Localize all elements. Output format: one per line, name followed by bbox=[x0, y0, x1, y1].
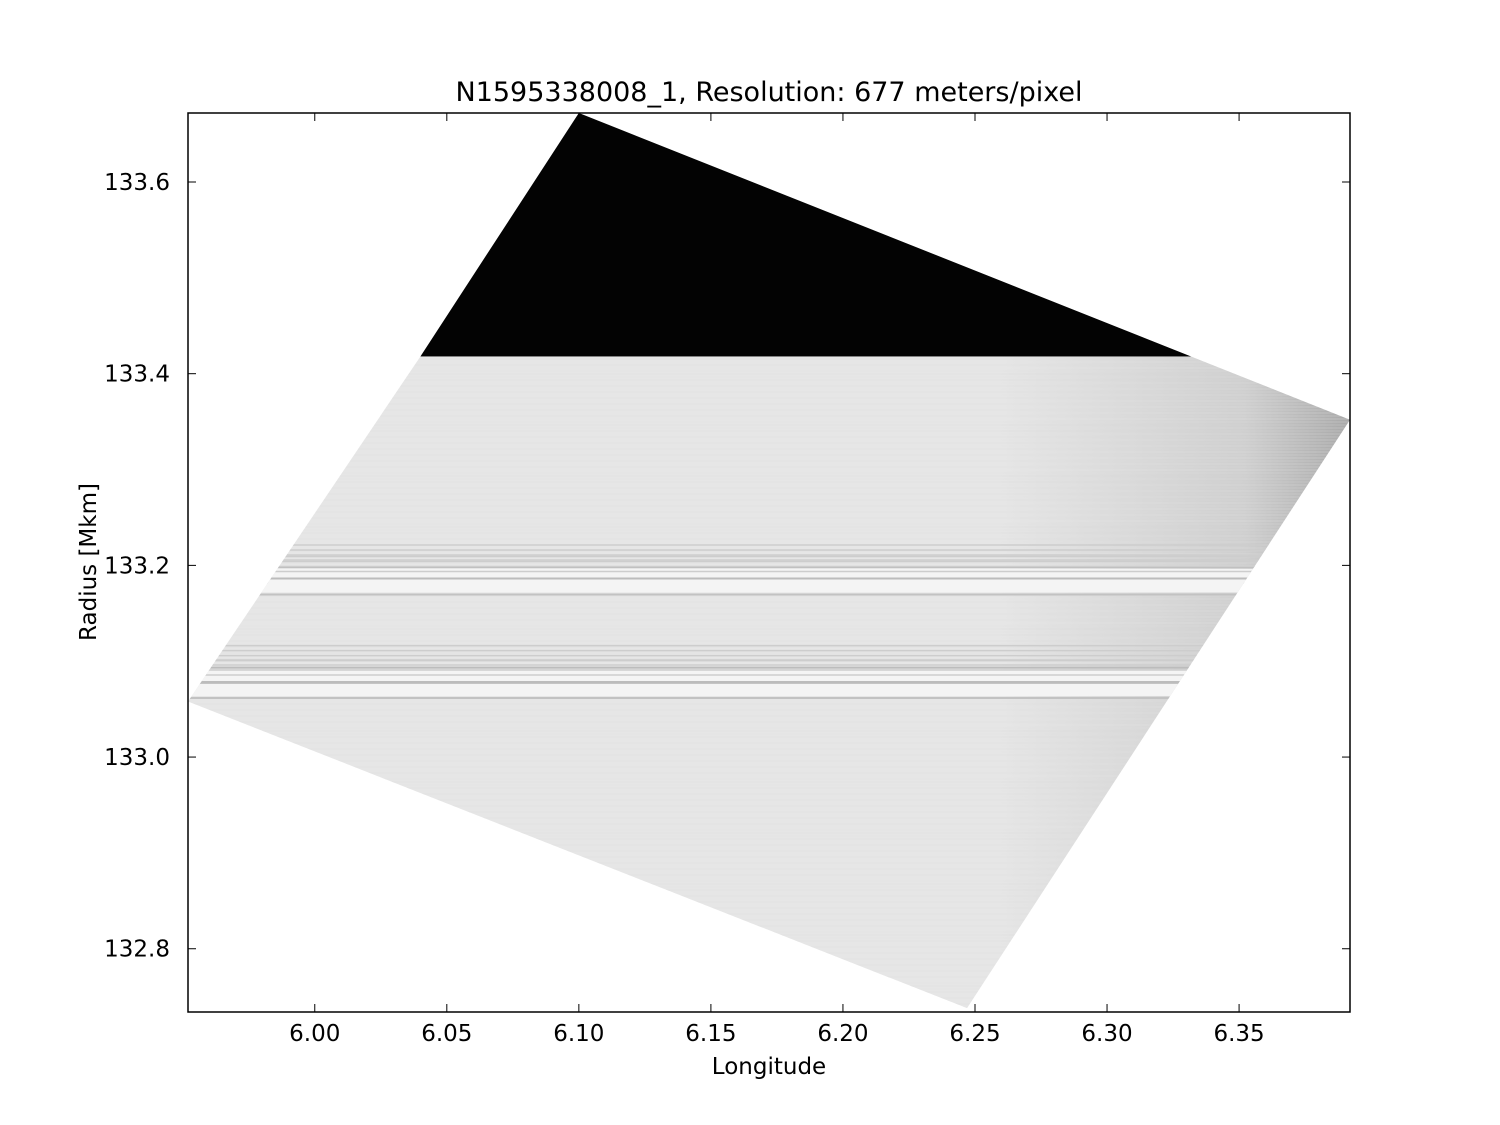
x-tick-label: 6.35 bbox=[1213, 1021, 1264, 1047]
y-tick-label: 133.6 bbox=[104, 170, 170, 196]
x-tick-label: 6.15 bbox=[685, 1021, 736, 1047]
dark-gap-region bbox=[188, 113, 1350, 357]
ring-image bbox=[188, 113, 1350, 1009]
x-tick-label: 6.30 bbox=[1081, 1021, 1132, 1047]
y-axis-label: Radius [Mkm] bbox=[76, 483, 102, 641]
y-tick-label: 132.8 bbox=[104, 937, 170, 963]
plot-frame bbox=[187, 112, 1351, 1013]
x-tick-label: 6.05 bbox=[421, 1021, 472, 1047]
y-axis: 132.8 133.0 133.2 133.4 133.6 bbox=[104, 170, 1350, 963]
y-tick-label: 133.4 bbox=[104, 362, 170, 388]
x-axis: 6.00 6.05 6.10 6.15 6.20 6.25 6.30 6.35 bbox=[289, 113, 1265, 1047]
chart-title: N1595338008_1, Resolution: 677 meters/pi… bbox=[456, 77, 1083, 108]
x-axis-label: Longitude bbox=[712, 1054, 826, 1080]
x-tick-label: 6.20 bbox=[817, 1021, 868, 1047]
x-tick-label: 6.10 bbox=[553, 1021, 604, 1047]
y-tick-label: 133.0 bbox=[104, 745, 170, 771]
x-tick-label: 6.25 bbox=[949, 1021, 1000, 1047]
ring-image-footprint bbox=[188, 113, 1350, 1009]
bright-band bbox=[188, 683, 1350, 696]
bright-band bbox=[188, 580, 1350, 593]
y-tick-label: 133.2 bbox=[104, 553, 170, 579]
x-tick-label: 6.00 bbox=[289, 1021, 340, 1047]
